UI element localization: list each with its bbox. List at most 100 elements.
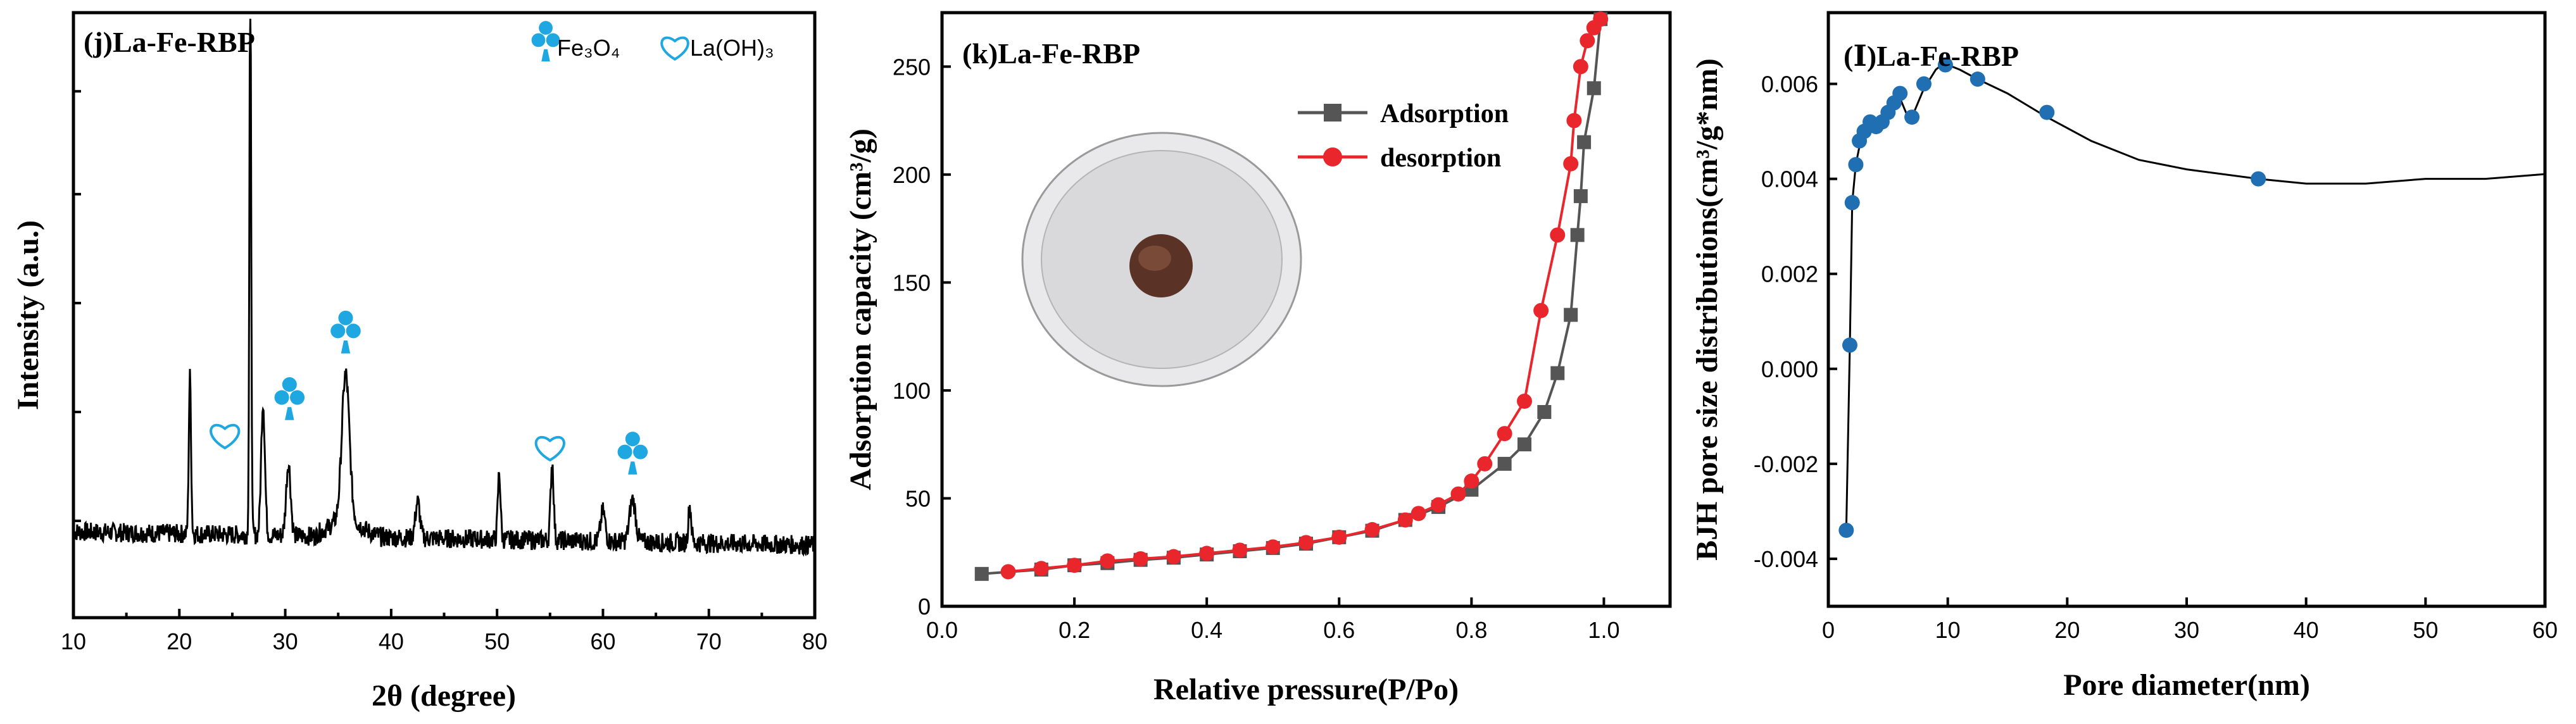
y-tick-label-k: 200 xyxy=(893,162,931,188)
adsorption-point xyxy=(1573,189,1588,203)
legend-desorption-label: desorption xyxy=(1380,144,1501,173)
x-tick-label-j: 30 xyxy=(273,628,298,654)
desorption-point xyxy=(1100,553,1115,569)
desorption-point xyxy=(1397,512,1413,528)
x-tick-label-j: 40 xyxy=(379,628,404,654)
desorption-point xyxy=(1566,113,1582,128)
desorption-point xyxy=(1586,20,1602,35)
x-tick-label-l: 50 xyxy=(2413,617,2438,643)
legend-adsorption-label: Adsorption xyxy=(1380,99,1509,128)
x-tick-label-k: 0.8 xyxy=(1455,617,1487,643)
bjh-point xyxy=(2251,171,2266,187)
y-tick-label-l: 0.002 xyxy=(1761,261,1818,287)
fe3o4-legend-glyph xyxy=(531,21,560,62)
adsorption-point xyxy=(1497,456,1512,471)
xrd-pattern xyxy=(72,18,816,557)
xrd-line xyxy=(72,18,816,557)
desorption-point xyxy=(1464,473,1480,489)
y-tick-label-k: 150 xyxy=(893,270,931,296)
x-tick-label-j: 70 xyxy=(696,628,722,654)
desorption-point xyxy=(1331,529,1347,545)
y-tick-label-l: 0.004 xyxy=(1761,166,1818,192)
bjh-point xyxy=(1904,109,1920,125)
sample-photo xyxy=(1021,132,1302,387)
adsorption-point xyxy=(1564,308,1578,322)
desorption-point xyxy=(1517,393,1532,409)
x-tick-label-j: 50 xyxy=(484,628,510,654)
x-tick-label-l: 30 xyxy=(2174,617,2199,643)
y-tick-label-l: -0.002 xyxy=(1754,451,1818,477)
desorption-point xyxy=(1265,539,1281,555)
desorption-point xyxy=(1165,549,1181,565)
desorption-point xyxy=(1298,535,1314,551)
ticks-k: 0.0 0.2 0.4 0.6 0.8 1.0 0 50 100 150 200 250 xyxy=(893,54,1620,643)
fe3o4-club-marker xyxy=(274,377,305,420)
adsorption-point xyxy=(1586,81,1601,96)
x-tick-label-j: 80 xyxy=(802,628,827,654)
x-axis-title-k: Relative pressure(P/Po) xyxy=(1153,673,1459,706)
la-oh3-heart-marker xyxy=(534,436,565,462)
x-tick-label-j: 20 xyxy=(166,628,192,654)
panel-j-xrd: 10 20 30 40 50 60 70 80 (j)La-Fe-RBP Fe₃O₄ La(O… xyxy=(11,11,827,713)
x-axis-title-j: 2θ (degree) xyxy=(372,679,516,713)
bjh-point xyxy=(1970,72,1985,87)
fe3o4-club-marker xyxy=(330,310,361,354)
bjh-point xyxy=(1838,522,1854,538)
adsorption-point xyxy=(1550,366,1565,380)
panel-title-k: (k)La-Fe-RBP xyxy=(962,37,1140,70)
panel-l-bjh: 0 10 20 30 40 50 60 -0.004 -0.002 0.000 0.002 0.004… xyxy=(1690,11,2558,702)
x-tick-label-k: 0.2 xyxy=(1059,617,1090,643)
x-axis-title-l: Pore diameter(nm) xyxy=(2063,668,2310,702)
desorption-point xyxy=(1497,426,1512,442)
adsorption-point xyxy=(1537,405,1552,420)
desorption-point xyxy=(1067,558,1083,573)
y-tick-label-l: 0.000 xyxy=(1761,356,1818,382)
y-tick-label-k: 250 xyxy=(893,54,931,80)
bjh-point xyxy=(1844,195,1860,211)
adsorption-point xyxy=(1570,228,1585,242)
x-tick-label-k: 0.6 xyxy=(1323,617,1355,643)
y-axis-title-j: Intensity (a.u.) xyxy=(11,220,45,410)
legend-club-icon xyxy=(531,21,560,62)
desorption-point xyxy=(1533,303,1549,318)
bjh-point xyxy=(1916,76,1932,92)
x-tick-label-l: 0 xyxy=(1822,617,1835,643)
desorption-point xyxy=(1411,506,1426,521)
bjh-point xyxy=(2039,104,2055,120)
x-tick-label-k: 0.0 xyxy=(926,617,958,643)
panel-title-l: (Ⅰ)La-Fe-RBP xyxy=(1844,40,2019,72)
desorption-point xyxy=(1580,33,1595,49)
adsorption-point xyxy=(974,566,989,581)
bjh-series xyxy=(1838,57,2546,538)
sample-powder-highlight xyxy=(1138,246,1171,271)
x-tick-label-l: 40 xyxy=(2294,617,2319,643)
desorption-point xyxy=(1563,156,1579,172)
plot-frame-k xyxy=(940,11,1672,608)
y-axis-title-k: Adsorption capacity (cm³/g) xyxy=(844,128,877,490)
x-tick-label-l: 10 xyxy=(1935,617,1961,643)
x-tick-label-j: 10 xyxy=(61,628,86,654)
x-tick-label-k: 1.0 xyxy=(1588,617,1619,643)
y-tick-label-l: 0.006 xyxy=(1761,72,1818,97)
la-oh3-heart-marker xyxy=(210,423,241,450)
desorption-point xyxy=(1364,521,1380,537)
adsorption-point xyxy=(1577,135,1592,149)
y-tick-label-k: 100 xyxy=(893,378,931,404)
desorption-point xyxy=(1000,564,1016,580)
y-tick-label-l: -0.004 xyxy=(1754,546,1818,572)
legend-desorption-marker xyxy=(1323,147,1342,166)
desorption-point xyxy=(1450,486,1466,502)
phase-markers xyxy=(210,310,648,475)
plot-frame-l xyxy=(1826,11,2547,608)
y-tick-label-k: 50 xyxy=(905,485,931,511)
desorption-point xyxy=(1033,561,1049,577)
x-tick-label-k: 0.4 xyxy=(1191,617,1222,643)
y-tick-label-k: 0 xyxy=(918,594,931,620)
legend-adsorption-marker xyxy=(1324,104,1341,122)
bjh-point xyxy=(1842,337,1857,353)
bjh-point xyxy=(1937,57,1953,73)
legend-la-oh3-label: La(OH)₃ xyxy=(690,35,774,61)
ticks-l: 0 10 20 30 40 50 60 -0.004 -0.002 0.000 0.002 0.004… xyxy=(1754,72,2558,643)
desorption-point xyxy=(1232,542,1248,558)
